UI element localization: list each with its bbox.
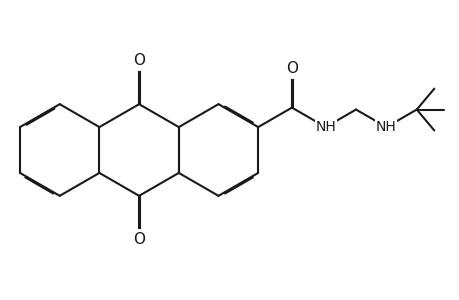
Text: NH: NH [375,120,396,134]
Text: O: O [285,61,297,76]
Text: O: O [133,232,145,247]
Text: NH: NH [314,120,336,134]
Text: O: O [133,53,145,68]
